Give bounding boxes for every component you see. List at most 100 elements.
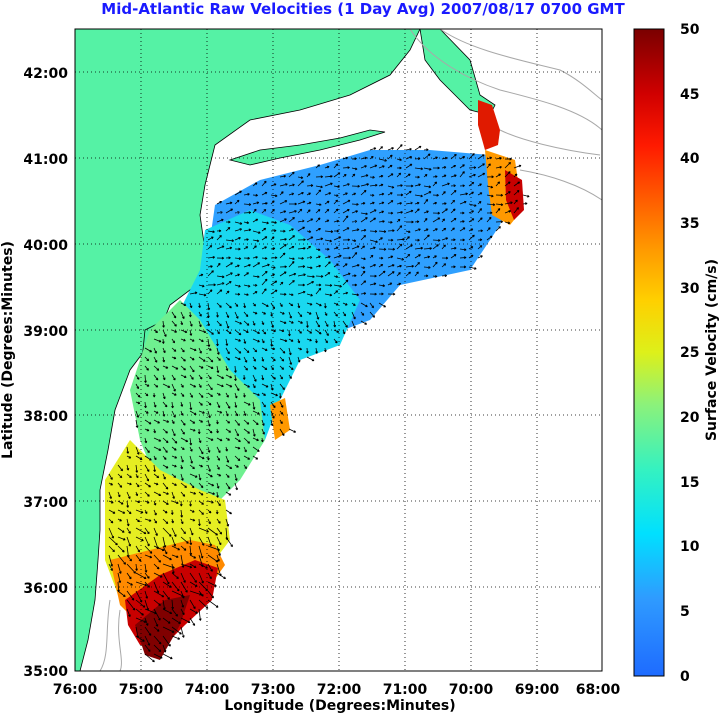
velocity-vector: [234, 228, 243, 232]
velocity-vector: [198, 293, 207, 297]
velocity-vector: [423, 191, 432, 196]
velocity-vector: [117, 554, 126, 565]
velocity-vector: [270, 320, 274, 328]
velocity-vector: [243, 293, 249, 297]
velocity-vector: [207, 437, 214, 441]
velocity-vector: [153, 491, 162, 496]
velocity-vector: [162, 617, 171, 624]
velocity-vector: [180, 518, 184, 525]
velocity-vector: [252, 283, 258, 287]
velocity-vector: [342, 263, 348, 268]
velocity-vector: [126, 446, 130, 454]
velocity-vector: [216, 289, 223, 295]
land-long-island: [228, 129, 386, 166]
velocity-vector: [459, 256, 467, 260]
velocity-vector: [153, 401, 157, 408]
velocity-vector: [153, 374, 159, 381]
velocity-vector: [423, 274, 429, 278]
velocity-vector: [477, 172, 486, 178]
velocity-vector: [351, 220, 358, 223]
velocity-vector: [171, 635, 181, 640]
velocity-vector: [243, 256, 250, 260]
velocity-vector: [360, 174, 369, 178]
velocity-vector: [342, 208, 350, 214]
velocity-vector: [351, 239, 357, 242]
velocity-vector: [189, 590, 202, 596]
velocity-vector: [369, 263, 376, 268]
velocity-vector: [216, 383, 224, 388]
velocity-vector: [234, 401, 238, 408]
velocity-vector: [162, 365, 169, 369]
velocity-vector: [225, 272, 233, 277]
velocity-vector: [207, 302, 211, 311]
velocity-vector: [288, 210, 297, 214]
velocity-vector: [522, 202, 528, 205]
velocity-vector: [423, 217, 428, 223]
velocity-vector: [117, 590, 126, 598]
velocity-vector: [171, 383, 176, 392]
velocity-vector: [396, 210, 403, 214]
velocity-vector: [234, 455, 241, 462]
velocity-vector: [215, 509, 219, 515]
velocity-vector: [153, 644, 162, 653]
velocity-vector: [297, 226, 305, 232]
velocity-vector: [234, 247, 241, 251]
velocity-vector: [198, 392, 204, 398]
velocity-vector: [171, 473, 177, 478]
velocity-vector: [288, 365, 294, 371]
velocity-vector: [261, 221, 269, 225]
velocity-vector: [261, 338, 265, 344]
velocity-vector: [378, 284, 386, 288]
velocity-vector: [153, 626, 160, 632]
velocity-vector: [198, 545, 204, 559]
velocity-vector: [162, 428, 168, 434]
velocity-vector: [315, 227, 321, 232]
velocity-vector: [315, 302, 322, 307]
velocity-vector: [414, 167, 424, 171]
velocity-vector: [135, 401, 141, 405]
velocity-vector: [171, 419, 175, 424]
velocity-vector: [369, 282, 377, 286]
velocity-vector: [126, 491, 131, 499]
velocity-vector: [288, 347, 292, 356]
velocity-vector: [387, 238, 394, 242]
velocity-vector: [450, 238, 456, 242]
velocity-vector: [279, 271, 287, 277]
velocity-vector: [396, 144, 403, 151]
velocity-vector: [252, 255, 258, 259]
velocity-vector: [432, 238, 441, 242]
velocity-vector: [144, 482, 151, 488]
velocity-vector: [342, 256, 351, 260]
velocity-vector: [234, 365, 237, 373]
colorbar-tick-label: 30: [680, 281, 700, 297]
colorbar-tick-label: 35: [680, 216, 699, 232]
velocity-vector: [405, 184, 414, 188]
velocity-vector: [450, 208, 456, 214]
velocity-vector: [153, 545, 165, 552]
velocity-vector: [126, 527, 131, 534]
x-tick-label: 71:00: [383, 682, 428, 698]
velocity-vector: [351, 167, 358, 171]
velocity-vector: [252, 245, 257, 250]
colorbar-scale: [633, 28, 665, 677]
velocity-vector: [144, 518, 152, 522]
velocity-vector: [360, 228, 367, 232]
velocity-vector: [405, 173, 411, 178]
velocity-vector: [234, 374, 237, 381]
velocity-vector: [126, 599, 136, 611]
velocity-vector: [396, 237, 405, 241]
velocity-vector: [179, 500, 183, 507]
velocity-vector: [279, 174, 287, 178]
velocity-vector: [378, 146, 383, 151]
velocity-vector: [252, 365, 257, 370]
velocity-vector: [206, 311, 210, 319]
velocity-vector: [225, 428, 232, 433]
velocity-vector: [216, 473, 222, 477]
velocity-vector: [180, 446, 185, 451]
velocity-vector: [153, 455, 157, 461]
velocity-vector: [396, 166, 402, 170]
velocity-vector: [261, 347, 268, 351]
velocity-vector: [153, 518, 157, 524]
velocity-vector: [207, 446, 211, 453]
velocity-vector: [432, 244, 439, 250]
